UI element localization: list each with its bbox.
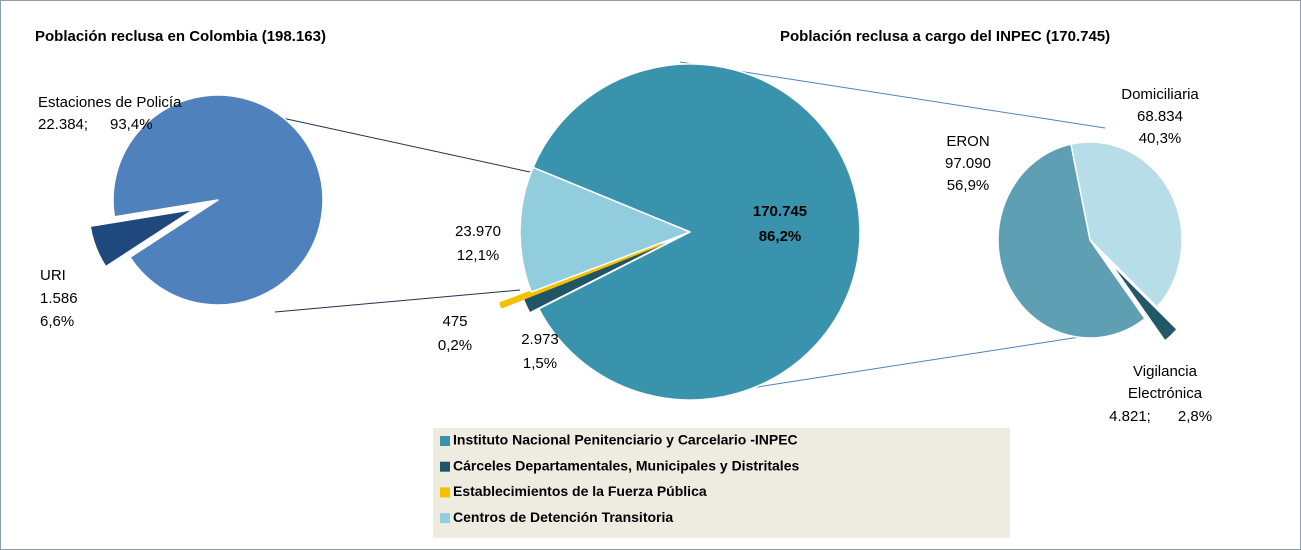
data-label: 1,5% <box>523 355 557 372</box>
data-label: 170.745 <box>753 203 807 220</box>
legend-label: Instituto Nacional Penitenciario y Carce… <box>453 432 798 448</box>
data-label: 22.384; <box>38 116 88 133</box>
legend-label: Centros de Detención Transitoria <box>453 509 673 525</box>
data-label: 12,1% <box>457 247 500 264</box>
legend-swatch <box>440 487 450 498</box>
chart-title: Población reclusa a cargo del INPEC (170… <box>780 28 1110 45</box>
pie-slice <box>1109 261 1178 342</box>
pie-slice <box>519 166 691 293</box>
pie-slice <box>112 94 324 306</box>
legend-label: Cárceles Departamentales, Municipales y … <box>453 457 799 473</box>
data-label: 6,6% <box>40 313 74 330</box>
data-label: 40,3% <box>1139 130 1182 147</box>
data-label: 0,2% <box>438 337 472 354</box>
data-label: 93,4% <box>110 116 153 133</box>
pie-slice <box>997 143 1146 339</box>
data-label: 97.090 <box>945 155 991 172</box>
legend-label: Establecimientos de la Fuerza Pública <box>453 483 707 499</box>
legend-swatch <box>440 461 450 472</box>
pie-slice <box>532 63 861 401</box>
label-line: Electrónica <box>1128 385 1203 402</box>
connector <box>679 61 1106 129</box>
connector <box>274 289 521 313</box>
data-label: Vigilancia Electrónica <box>1128 363 1203 402</box>
data-label: 1.586 <box>40 290 78 307</box>
data-label: 56,9% <box>947 177 990 194</box>
data-label: Estaciones de Policía <box>38 94 182 111</box>
data-label: 4.821; <box>1109 408 1151 425</box>
legend-swatch <box>440 513 450 524</box>
chart-title: Población reclusa en Colombia (198.163) <box>35 28 326 45</box>
legend-box <box>433 428 1010 538</box>
data-label: 86,2% <box>759 228 802 245</box>
data-label: 2.973 <box>521 331 559 348</box>
data-label: ERON <box>946 133 989 150</box>
data-label: 68.834 <box>1137 108 1183 125</box>
label-line: Vigilancia <box>1133 363 1198 380</box>
data-label: 475 <box>442 313 467 330</box>
pie-slice <box>89 208 195 268</box>
pie-slice <box>499 241 663 309</box>
data-label: 2,8% <box>1178 408 1212 425</box>
legend-swatch <box>440 436 450 446</box>
data-label: URI <box>40 267 66 284</box>
data-label: Domiciliaria <box>1121 86 1199 103</box>
pie-slice <box>1070 141 1183 308</box>
data-label: 23.970 <box>455 223 501 240</box>
